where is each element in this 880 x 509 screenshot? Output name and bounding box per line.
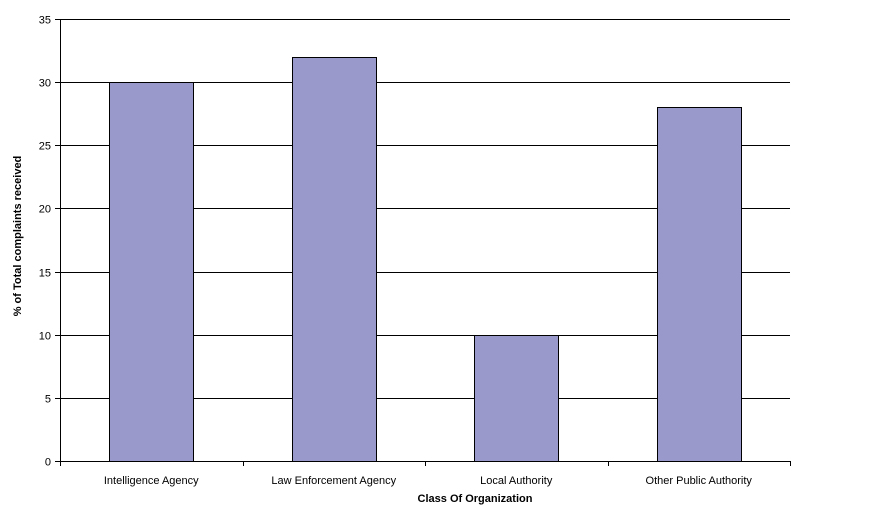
y-axis-title: % of Total complaints received [12, 156, 24, 317]
axes [55, 19, 791, 466]
y-tick-label: 20 [39, 204, 51, 216]
bars [109, 57, 742, 462]
x-tick-label: Local Authority [480, 475, 553, 487]
y-tick-label: 0 [45, 457, 51, 469]
x-tick-label: Law Enforcement Agency [271, 475, 396, 487]
x-tick-labels: Intelligence Agency Law Enforcement Agenc… [104, 475, 753, 487]
x-axis-title: Class Of Organization [418, 493, 533, 505]
y-tick-label: 10 [39, 331, 51, 343]
y-tick-labels: 0 5 10 15 20 25 30 35 [39, 15, 51, 469]
y-tick-label: 15 [39, 268, 51, 280]
y-tick-label: 30 [39, 78, 51, 90]
y-tick-label: 35 [39, 15, 51, 27]
y-tick-label: 5 [45, 394, 51, 406]
bar-local-authority [474, 335, 559, 462]
x-tick-label: Intelligence Agency [104, 475, 199, 487]
y-tick-label: 25 [39, 141, 51, 153]
bar-law-enforcement-agency [292, 57, 377, 462]
bar-other-public-authority [657, 107, 742, 462]
x-tick-label: Other Public Authority [646, 475, 753, 487]
bar-intelligence-agency [109, 82, 194, 462]
